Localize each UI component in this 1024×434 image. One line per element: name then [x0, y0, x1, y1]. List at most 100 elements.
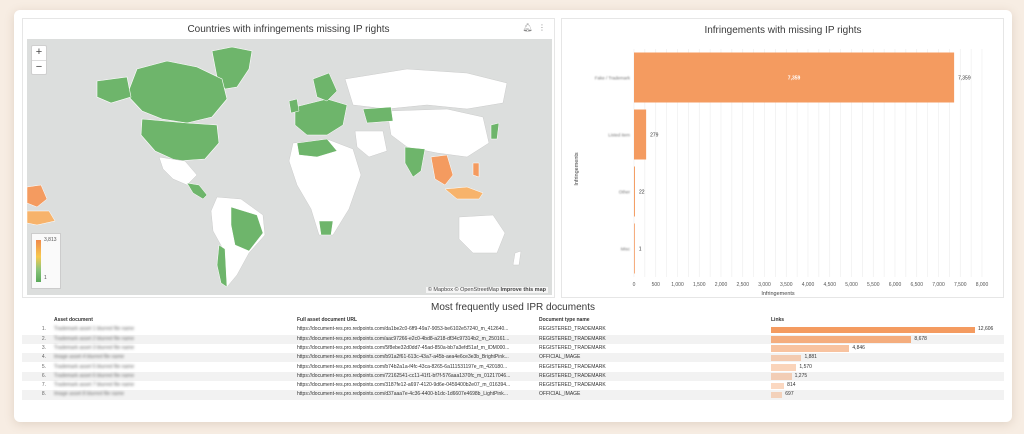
- x-tick-label: 1,000: [671, 282, 684, 288]
- document-type-cell: REGISTERED_TRADEMARK: [539, 335, 606, 342]
- links-cell: 1,570: [771, 363, 1003, 372]
- attribution-text[interactable]: © Mapbox © OpenStreetMap: [427, 287, 499, 293]
- links-value: 1,275: [794, 372, 808, 379]
- asset-document-cell[interactable]: Trademark asset 1 blurred file name: [54, 326, 135, 333]
- x-tick-label: 4,000: [802, 282, 815, 288]
- ipr-documents-table-panel: Most frequently used IPR documents Asset…: [22, 298, 1004, 416]
- table-row[interactable]: 8. Image asset 8 blurred file name https:/…: [22, 390, 1004, 400]
- links-value: 814: [787, 382, 796, 389]
- document-url-cell[interactable]: https://document-res.pro.redpoints.com/3…: [297, 382, 511, 389]
- middle-east-shape: [354, 130, 388, 158]
- category-label: Listed item: [608, 133, 630, 138]
- asset-document-cell[interactable]: Trademark asset 5 blurred file name: [54, 363, 135, 370]
- table-row[interactable]: 6. Trademark asset 6 blurred file name htt…: [22, 371, 1004, 382]
- links-value: 697: [785, 391, 794, 398]
- header-url[interactable]: Full asset document URL: [297, 317, 358, 323]
- africa-shape: [288, 138, 362, 236]
- canada-shape: [126, 60, 228, 124]
- x-tick-label: 1,500: [693, 282, 706, 288]
- x-tick-label: 2,500: [736, 282, 749, 288]
- table-row[interactable]: 2. Trademark asset 2 blurred file name htt…: [22, 334, 1004, 344]
- bar-chart-title: Infringements with missing IP rights: [704, 25, 861, 36]
- bar[interactable]: [634, 52, 955, 103]
- usa-shape: [140, 118, 220, 162]
- header-document-type[interactable]: Document type name: [539, 317, 590, 323]
- table-row[interactable]: 5. Trademark asset 5 blurred file name htt…: [22, 363, 1004, 372]
- document-url-cell[interactable]: https://document-res.pro.redpoints.com/a…: [297, 335, 510, 342]
- header-asset-document[interactable]: Asset document: [54, 317, 93, 323]
- header-links[interactable]: Links: [771, 317, 785, 323]
- table-row[interactable]: 7. Trademark asset 7 blurred file name htt…: [22, 381, 1004, 390]
- document-type-cell: REGISTERED_TRADEMARK: [539, 326, 606, 333]
- world-map[interactable]: + − 3,813 1 © Mapbox © OpenStreetMap Imp…: [27, 39, 552, 295]
- links-cell: 1,881: [771, 353, 1003, 362]
- links-cell: 814: [771, 381, 1003, 390]
- links-bar: [771, 354, 802, 362]
- asset-document-cell[interactable]: Trademark asset 6 blurred file name: [54, 372, 135, 379]
- links-value: 1,881: [804, 354, 817, 361]
- document-type-cell: REGISTERED_TRADEMARK: [539, 344, 606, 351]
- x-tick-label: 500: [652, 282, 661, 288]
- map-legend: 3,813 1: [31, 233, 61, 289]
- links-value: 4,846: [852, 344, 865, 351]
- asset-document-cell[interactable]: Trademark asset 7 blurred file name: [54, 382, 135, 389]
- document-type-cell: OFFICIAL_IMAGE: [539, 391, 581, 398]
- zoom-in-button[interactable]: +: [35, 46, 43, 58]
- x-tick-label: 6,000: [889, 282, 902, 288]
- map-panel: Countries with infringements missing IP …: [22, 18, 555, 298]
- links-bar: [771, 391, 783, 399]
- bar[interactable]: [634, 166, 635, 217]
- document-type-cell: REGISTERED_TRADEMARK: [539, 382, 606, 389]
- bar-chart-x-ticks: 0 500 1,000 1,500 2,000 2,500 3,000 3,500 4,000 4…: [633, 282, 989, 288]
- bar[interactable]: [634, 223, 635, 274]
- document-url-cell[interactable]: https://document-res.pro.redpoints.com/5…: [297, 344, 510, 351]
- y-axis-label: Infringements: [574, 152, 580, 186]
- links-cell: 4,846: [771, 344, 1003, 353]
- x-tick-label: 3,500: [780, 282, 793, 288]
- more-vert-icon[interactable]: ⋮: [538, 23, 546, 32]
- scandinavia-shape: [312, 72, 338, 102]
- links-bar: [771, 382, 785, 390]
- mexico-shape: [158, 156, 198, 186]
- table-row[interactable]: 1. Trademark asset 1 blurred file name htt…: [22, 325, 1004, 334]
- uk-shape: [288, 98, 300, 114]
- x-tick-label: 7,500: [954, 282, 967, 288]
- legend-min-label: 1: [44, 275, 47, 281]
- south-africa-shape: [318, 220, 334, 236]
- links-bar: [771, 345, 850, 352]
- left-wrap-shape: [27, 184, 48, 208]
- asset-document-cell[interactable]: Image asset 8 blurred file name: [54, 391, 125, 398]
- document-url-cell[interactable]: https://document-res.pro.redpoints.com/b…: [297, 354, 509, 361]
- bell-icon[interactable]: 🔔︎: [522, 23, 533, 32]
- document-url-cell[interactable]: https://document-res.pro.redpoints.com/d…: [297, 391, 508, 398]
- x-tick-label: 3,000: [758, 282, 771, 288]
- left-wrap-islands-shape: [27, 210, 56, 226]
- india-shape: [404, 146, 426, 178]
- document-url-cell[interactable]: https://document-res.pro.redpoints.com/7…: [297, 372, 511, 379]
- document-url-cell[interactable]: https://document-res.pro.redpoints.com/d…: [297, 326, 509, 333]
- links-cell: 8,678: [771, 335, 1003, 344]
- asset-document-cell[interactable]: Trademark asset 3 blurred file name: [54, 344, 135, 351]
- table-row[interactable]: 3. Trademark asset 3 blurred file name htt…: [22, 344, 1004, 353]
- bar[interactable]: [634, 109, 647, 160]
- improve-map-link[interactable]: Improve this map: [500, 287, 546, 293]
- philippines-shape: [472, 162, 480, 178]
- bar-chart: Infringements with missing IP rights Fak…: [574, 25, 989, 297]
- document-url-cell[interactable]: https://document-res.pro.redpoints.com/b…: [297, 363, 508, 370]
- table-title: Most frequently used IPR documents: [431, 302, 595, 313]
- row-number: 3.: [41, 344, 46, 351]
- brazil-shape: [230, 206, 264, 252]
- central-america-shape: [186, 182, 208, 200]
- indonesia-shape: [444, 186, 484, 200]
- zoom-controls: + −: [31, 45, 47, 75]
- x-tick-label: 0: [633, 282, 636, 288]
- zoom-out-button[interactable]: −: [32, 60, 46, 74]
- table-row[interactable]: 4. Image asset 4 blurred file name https:/…: [22, 353, 1004, 363]
- europe-shape: [294, 98, 348, 136]
- legend-max-label: 3,813: [44, 237, 57, 243]
- bar-chart-bars: Fake / Trademark 7,359 7,359 Listed item 279…: [595, 52, 971, 274]
- bar-inner-label: 7,359: [788, 76, 801, 82]
- asset-document-cell[interactable]: Image asset 4 blurred file name: [54, 354, 125, 361]
- bar-chart-grid: [633, 49, 983, 277]
- asset-document-cell[interactable]: Trademark asset 2 blurred file name: [54, 335, 135, 342]
